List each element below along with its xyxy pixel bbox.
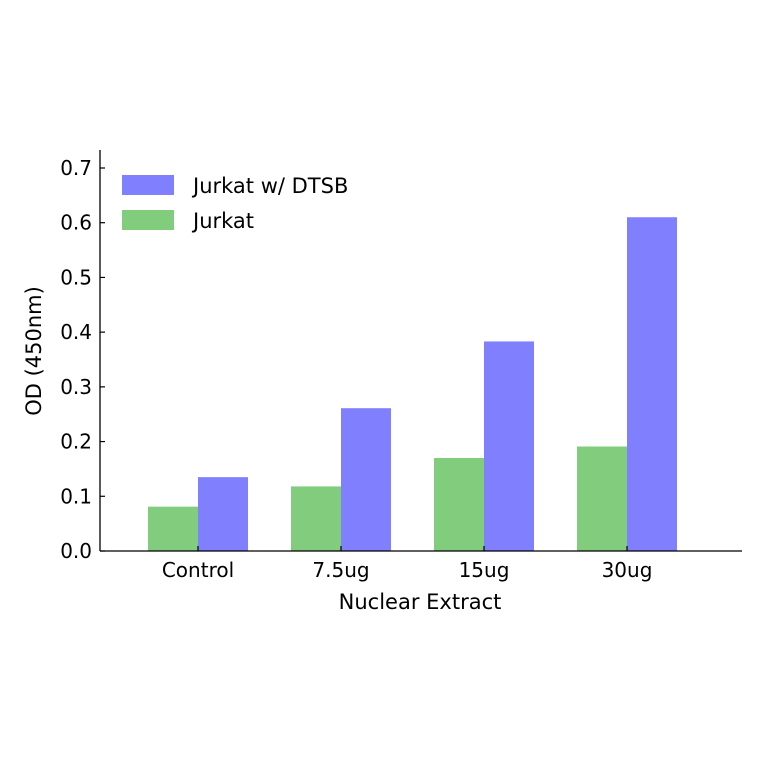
axes-group xyxy=(99,150,742,552)
legend: Jurkat w/ DTSB Jurkat xyxy=(122,174,348,233)
y-tick-label: 0.6 xyxy=(60,211,92,235)
bar-jurkat-2 xyxy=(434,457,484,551)
y-ticks-group: 0.0 0.1 0.2 0.3 0.4 0.5 0.6 0.7 xyxy=(60,156,105,563)
bar-jurkat-w-dtsb-3 xyxy=(627,217,677,551)
legend-swatch xyxy=(122,210,174,230)
bar-jurkat-1 xyxy=(291,486,341,551)
y-tick-label: 0.7 xyxy=(60,156,92,180)
x-axis-label: Nuclear Extract xyxy=(339,590,502,614)
legend-swatch xyxy=(122,175,174,195)
x-tick-label: 30ug xyxy=(602,558,653,582)
y-tick-label: 0.3 xyxy=(60,375,92,399)
x-tick-label: 15ug xyxy=(459,558,510,582)
x-ticks-group: Control 7.5ug 15ug 30ug xyxy=(162,546,653,582)
x-tick-label: 7.5ug xyxy=(312,558,369,582)
bar-jurkat-0 xyxy=(148,506,198,551)
bar-jurkat-w-dtsb-2 xyxy=(484,341,534,551)
y-tick-label: 0.0 xyxy=(60,539,92,563)
y-tick-label: 0.5 xyxy=(60,265,92,289)
y-tick-label: 0.2 xyxy=(60,430,92,454)
y-tick-label: 0.4 xyxy=(60,320,92,344)
bar-jurkat-w-dtsb-0 xyxy=(198,477,248,551)
y-tick-label: 0.1 xyxy=(60,484,92,508)
bar-jurkat-3 xyxy=(577,446,627,551)
legend-label: Jurkat w/ DTSB xyxy=(191,174,348,198)
bars-group xyxy=(148,217,677,551)
y-axis-label: OD (450nm) xyxy=(22,286,46,416)
bar-jurkat-w-dtsb-1 xyxy=(341,408,391,551)
legend-label: Jurkat xyxy=(191,209,254,233)
x-tick-label: Control xyxy=(162,558,234,582)
